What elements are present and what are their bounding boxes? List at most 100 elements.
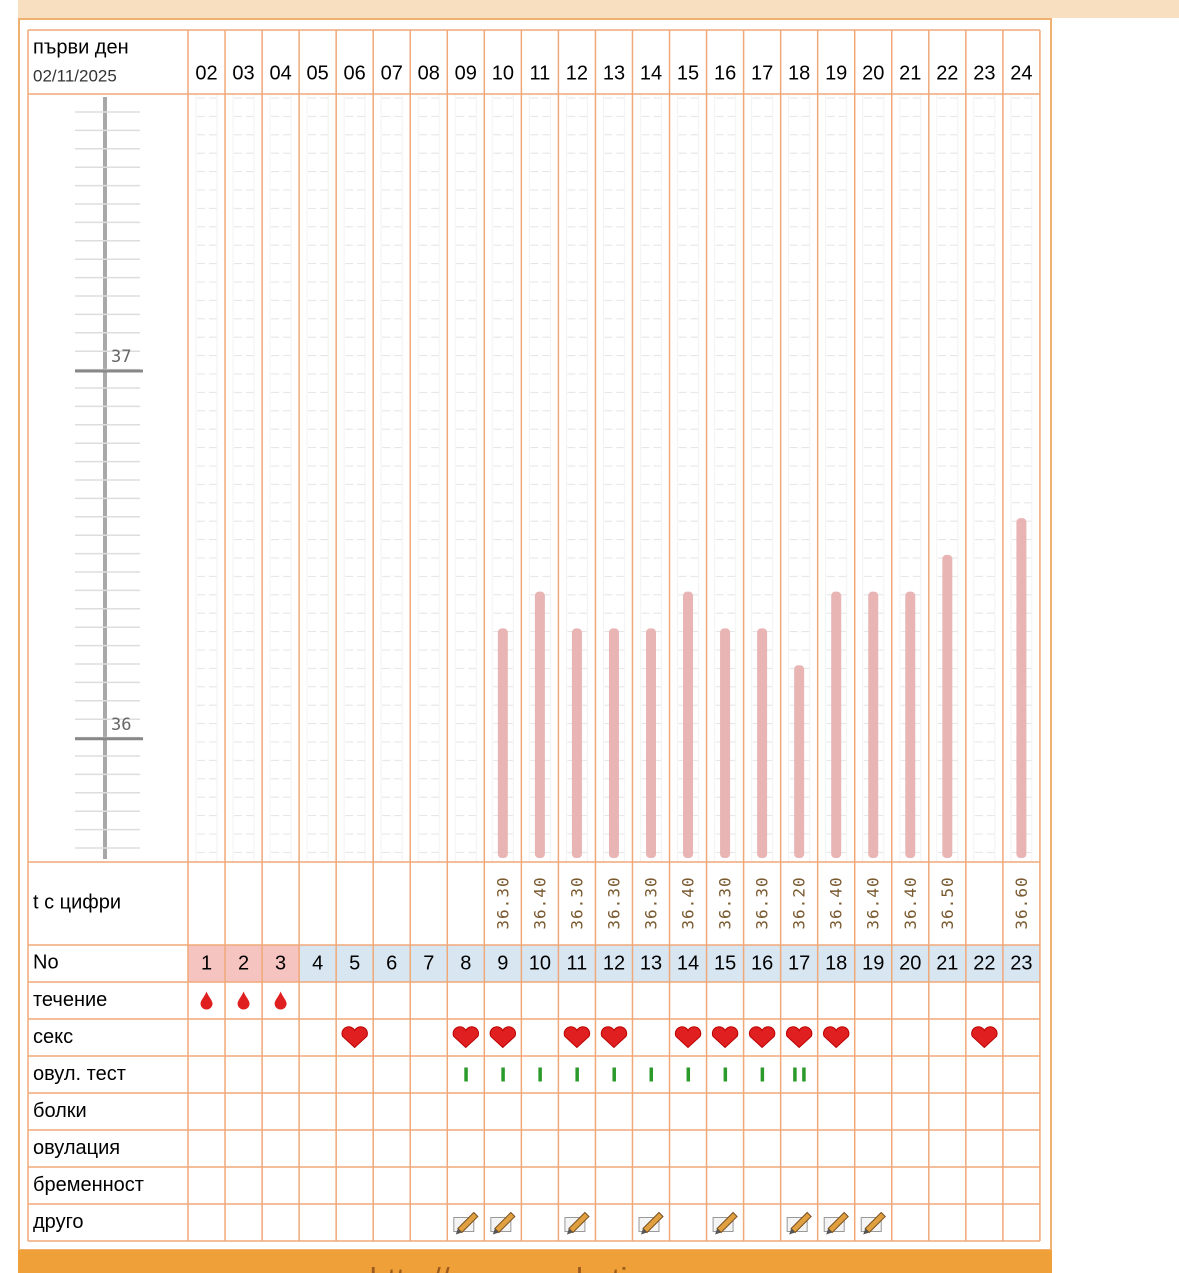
ovulation-test-stroke — [464, 1067, 468, 1082]
cycle-day-cell — [891, 945, 929, 982]
cycle-day-cell — [632, 945, 670, 982]
cycle-day: 7 — [423, 952, 434, 974]
y-axis — [103, 97, 107, 859]
header-label: първи ден — [33, 36, 129, 58]
x-tick-label: 14 — [640, 62, 662, 84]
footer-bar — [18, 1250, 1052, 1273]
note-pencil — [564, 1211, 590, 1235]
cycle-day: 9 — [497, 952, 508, 974]
ovulation-test-stroke — [612, 1067, 616, 1082]
heart — [711, 1026, 739, 1049]
row-label: овулация — [33, 1137, 120, 1159]
cycle-day-cell — [410, 945, 448, 982]
x-tick-label: 05 — [307, 62, 329, 84]
x-tick-label: 12 — [566, 62, 588, 84]
cycle-day: 18 — [825, 952, 847, 974]
cycle-day: 11 — [567, 952, 588, 974]
cycle-day: 23 — [1010, 952, 1032, 974]
x-tick-label: 17 — [751, 62, 773, 84]
cycle-day: 1 — [201, 952, 212, 974]
row-label: t с цифри — [33, 891, 121, 913]
value-label: 36.30 — [567, 876, 586, 929]
x-tick-label: 18 — [788, 62, 810, 84]
bar — [831, 591, 842, 858]
value-label: 36.40 — [901, 876, 920, 929]
cycle-day: 15 — [714, 952, 736, 974]
bar — [608, 628, 619, 858]
ovulation-test-stroke — [686, 1067, 691, 1082]
x-tick-label: 09 — [455, 62, 477, 84]
pencil-body — [716, 1211, 738, 1234]
top-band — [18, 0, 1179, 18]
note-pencil — [638, 1211, 664, 1235]
cycle-day: 4 — [312, 952, 323, 974]
x-tick-label: 13 — [603, 62, 625, 84]
cycle-day-cell — [188, 945, 226, 982]
cycle-day-cell — [373, 945, 411, 982]
value-label: 36.40 — [679, 876, 698, 929]
flow-drop — [200, 991, 213, 1010]
heart — [563, 1026, 591, 1049]
cycle-day-cell — [299, 945, 337, 982]
bar — [794, 665, 805, 858]
cycle-day-cell — [706, 945, 744, 982]
x-tick-label: 21 — [899, 62, 921, 84]
value-label: 36.40 — [530, 876, 549, 929]
flow-drop — [237, 991, 250, 1010]
note-pencil — [490, 1211, 516, 1235]
cycle-day: 2 — [238, 952, 249, 974]
pencil-tip — [641, 1228, 647, 1235]
note-pencil — [786, 1211, 812, 1235]
ovulation-test-stroke — [760, 1067, 765, 1082]
cycle-day-cell — [928, 945, 966, 982]
cycle-day-cell — [595, 945, 633, 982]
cycle-day-cell — [336, 945, 374, 982]
cycle-day-cell — [780, 945, 818, 982]
cycle-day-cell — [558, 945, 596, 982]
cycle-day-cell — [854, 945, 892, 982]
bar — [497, 628, 508, 858]
pencil-tip — [863, 1228, 870, 1235]
pencil-body — [494, 1211, 516, 1234]
bar — [868, 591, 879, 858]
pencil-tip — [455, 1228, 462, 1235]
cycle-day-cell — [225, 945, 263, 982]
cycle-day-cell — [447, 945, 485, 982]
cycle-day: 16 — [751, 952, 773, 974]
bar — [534, 591, 545, 858]
bar — [905, 591, 916, 858]
value-label: 36.30 — [642, 876, 661, 929]
x-tick-label: 04 — [269, 62, 291, 84]
row-label: овул. тест — [33, 1063, 126, 1085]
heart — [452, 1026, 479, 1049]
ovulation-test-stroke — [538, 1067, 542, 1082]
heart — [823, 1026, 850, 1049]
value-label: 36.20 — [790, 876, 809, 929]
x-tick-label: 24 — [1010, 62, 1032, 84]
cycle-day: 10 — [529, 952, 551, 974]
row-label: друго — [33, 1211, 84, 1233]
cycle-day-cell — [669, 945, 707, 982]
x-tick-label: 23 — [973, 62, 995, 84]
heart — [600, 1026, 628, 1049]
x-tick-label: 08 — [418, 62, 440, 84]
y-tick-label: 36 — [111, 715, 131, 735]
note-pencil — [860, 1211, 886, 1235]
bar — [757, 628, 768, 858]
pencil-body — [790, 1211, 812, 1234]
cycle-day: 6 — [386, 952, 397, 974]
x-tick-label: 16 — [714, 62, 736, 84]
x-tick-label: 11 — [529, 62, 550, 84]
cycle-day-cell — [262, 945, 300, 982]
x-tick-label: 10 — [492, 62, 514, 84]
row-label: течение — [33, 989, 107, 1011]
cycle-day: 5 — [349, 952, 360, 974]
pencil-body — [568, 1211, 590, 1234]
cycle-day-cell — [484, 945, 522, 982]
cycle-day: 19 — [862, 952, 884, 974]
cycle-day: 21 — [936, 952, 958, 974]
heart — [786, 1026, 813, 1049]
footer-url: http://www.zachatie.org — [370, 1261, 701, 1273]
x-tick-label: 15 — [677, 62, 699, 84]
ovulation-test-stroke — [793, 1067, 797, 1082]
